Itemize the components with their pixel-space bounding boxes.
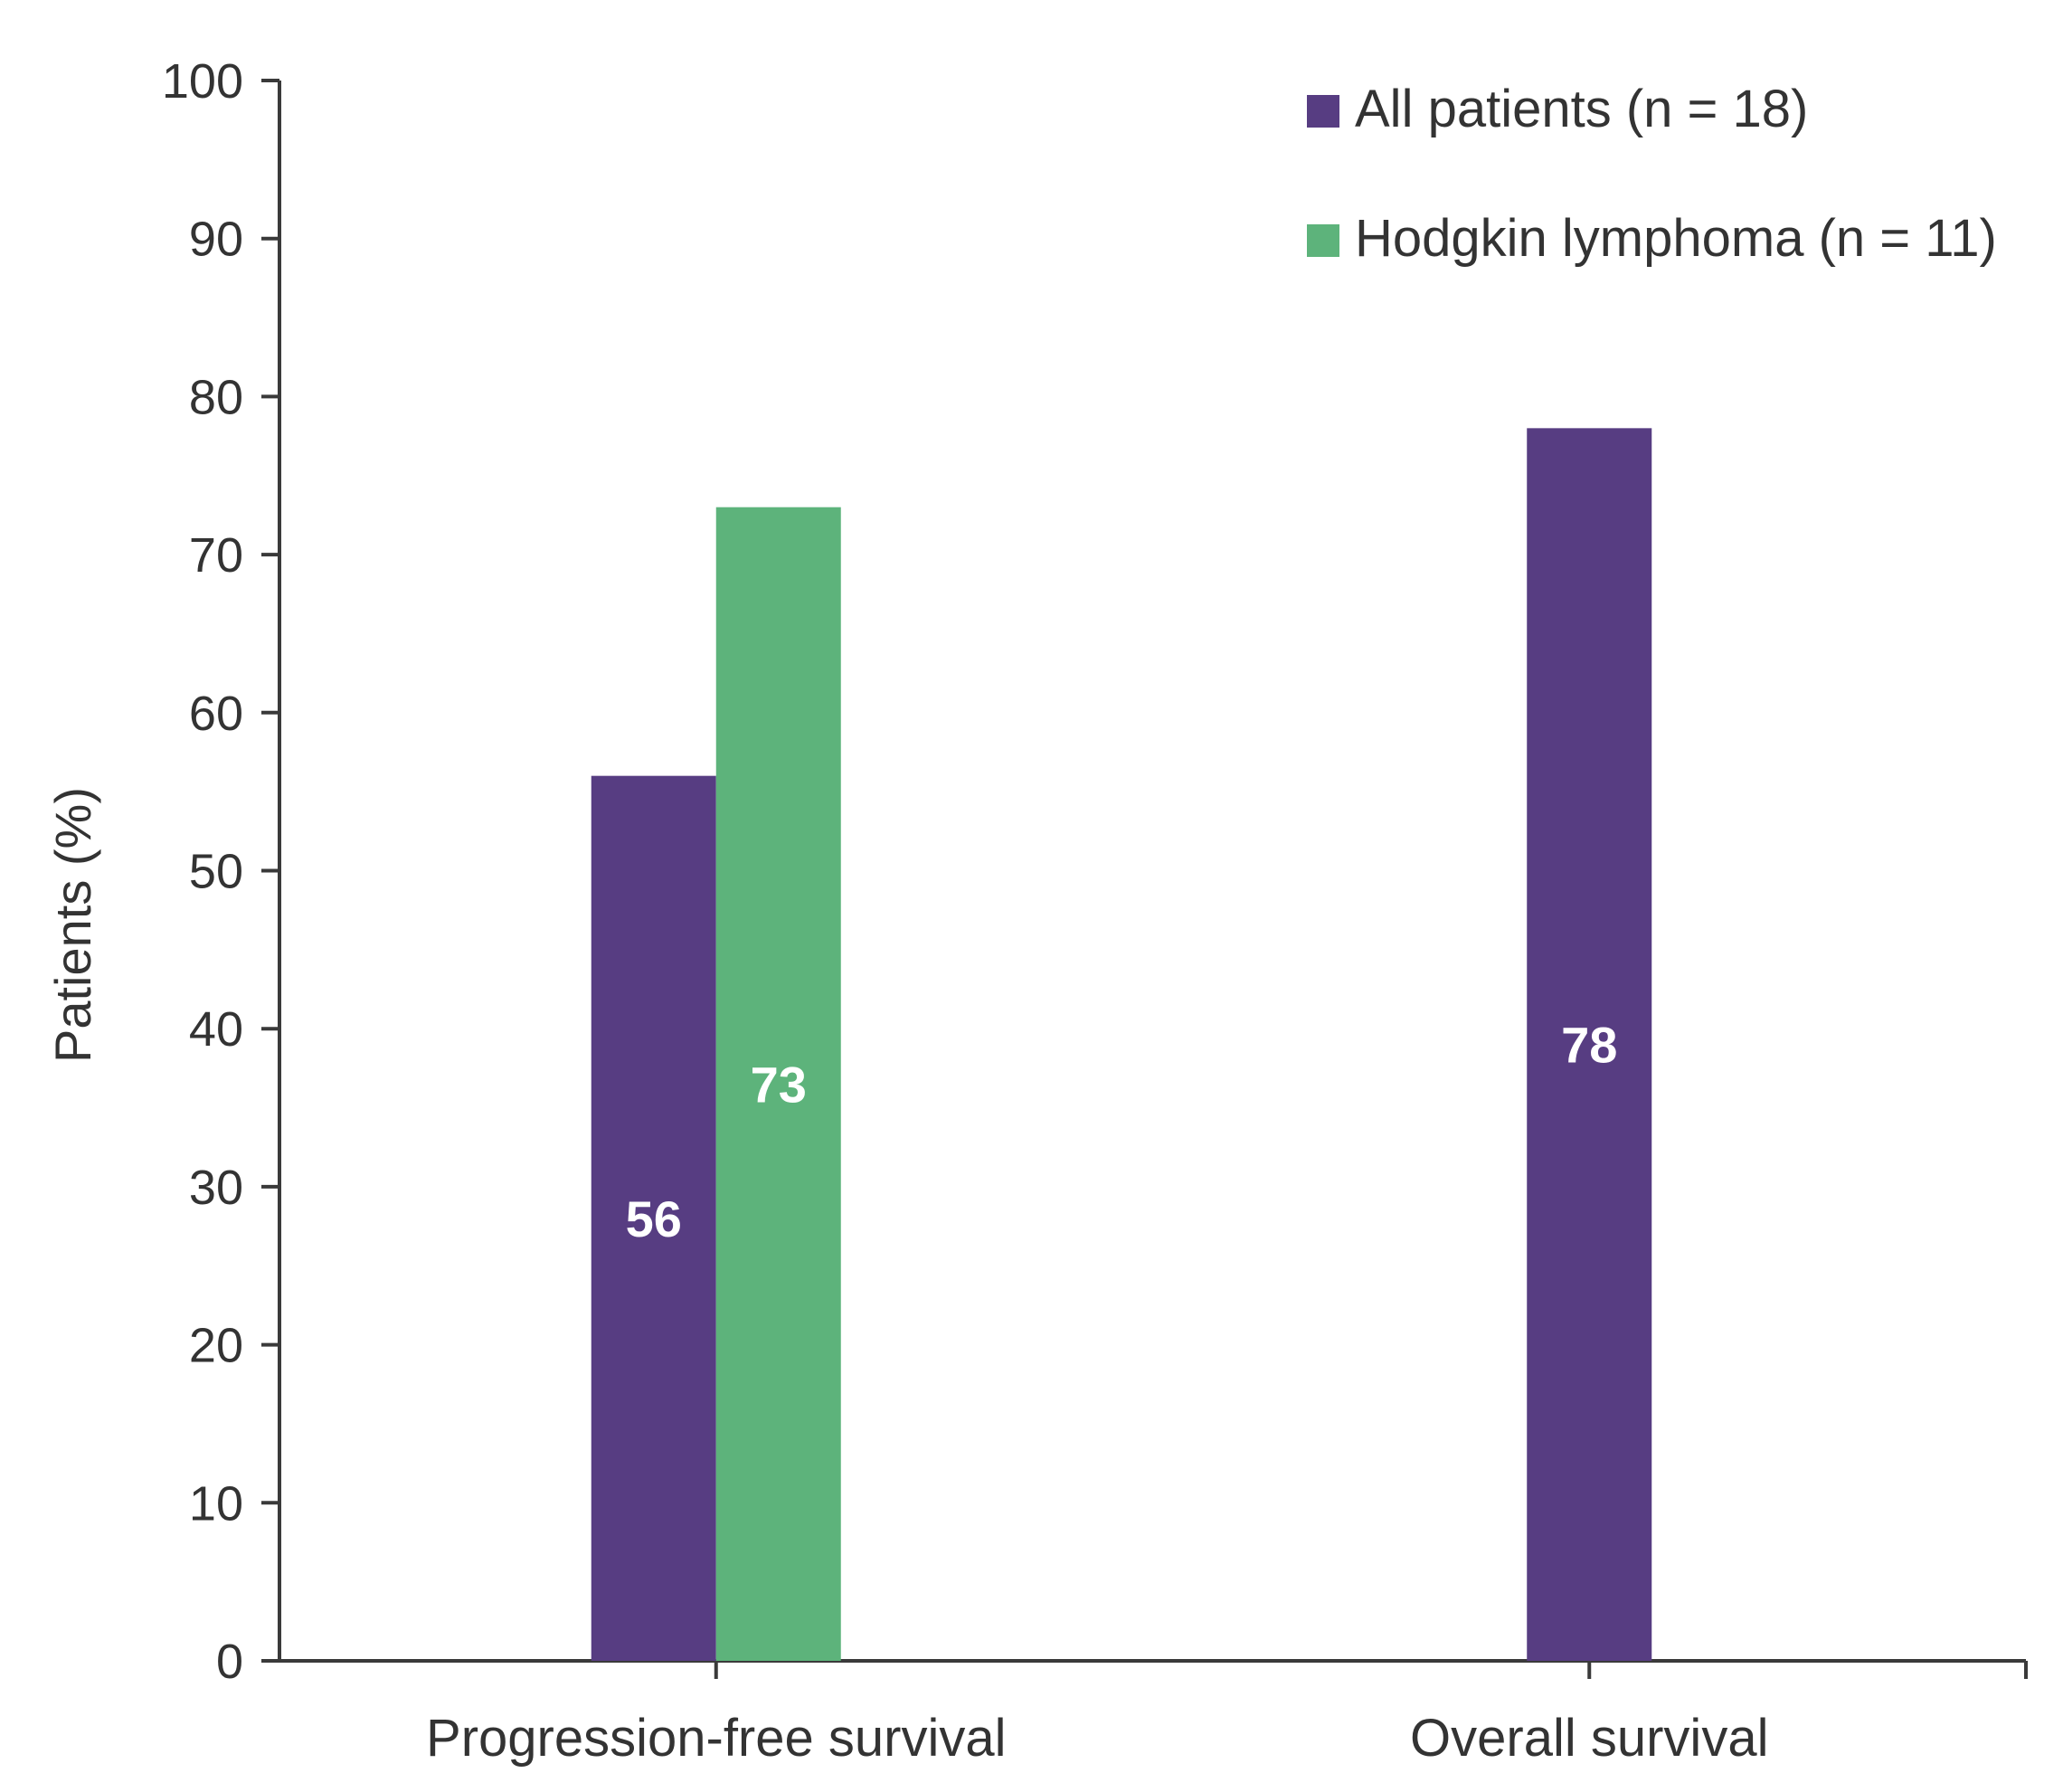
y-axis-title: Patients (%) [44,787,101,1063]
y-tick-label: 40 [189,1002,243,1057]
y-tick-label: 80 [189,370,243,424]
legend-swatch [1307,95,1339,128]
y-tick-label: 10 [189,1476,243,1531]
y-tick-label: 70 [189,528,243,583]
bar-value-label: 78 [1561,1017,1617,1074]
x-category-label: Progression-free survival [426,1709,1006,1768]
y-tick-label: 60 [189,687,243,741]
bar [715,507,841,1662]
bar [591,775,716,1661]
legend-label: All patients (n = 18) [1355,80,1808,138]
bar-value-label: 73 [751,1056,807,1113]
bar [1527,428,1652,1662]
legend-label: Hodgkin lymphoma (n = 11) [1355,209,1997,268]
y-tick-label: 30 [189,1161,243,1215]
y-tick-label: 100 [162,54,243,109]
y-tick-label: 20 [189,1319,243,1373]
legend: All patients (n = 18) Hodgkin lymphoma (n… [1307,80,1997,268]
bars [591,428,1652,1662]
y-axis: 0 10 20 30 40 50 60 70 80 90 100 [162,54,281,1689]
data-labels: 56 73 78 [626,1017,1618,1247]
y-tick-label: 0 [216,1635,243,1689]
legend-swatch [1307,224,1339,257]
x-axis: Progression-free survival Overall surviva… [261,1659,2028,1768]
bar-value-label: 56 [626,1190,682,1247]
x-category-label: Overall survival [1410,1709,1768,1768]
y-tick-label: 90 [189,213,243,267]
y-tick-label: 50 [189,845,243,899]
